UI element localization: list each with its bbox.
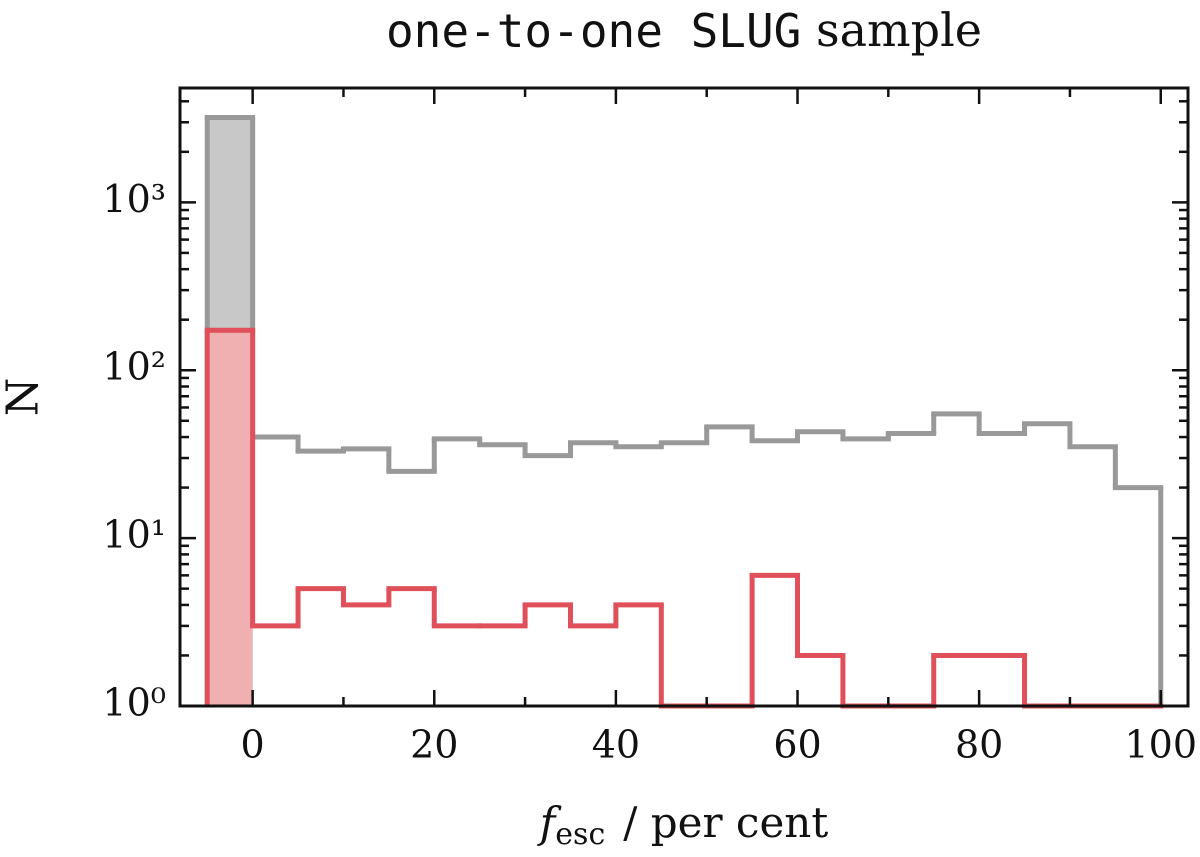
- bar-fill: [207, 330, 253, 706]
- x-label-subscript: esc: [555, 817, 605, 852]
- x-tick-label: 20: [410, 723, 458, 767]
- x-tick-label: 80: [955, 723, 1003, 767]
- y-tick-label: 10²: [102, 345, 166, 389]
- x-label-unit: / per cent: [623, 798, 828, 847]
- y-tick-label: 10¹: [102, 513, 166, 557]
- title-text: sample: [816, 3, 982, 57]
- plot-frame: [178, 86, 1190, 708]
- y-tick-label: 10³: [102, 177, 166, 221]
- y-axis-label: N: [0, 378, 49, 417]
- x-tick-label: 100: [1124, 723, 1197, 767]
- x-axis-label: fesc / per cent: [537, 798, 829, 852]
- y-tick-label: 10⁰: [102, 681, 166, 725]
- x-tick-label: 60: [773, 723, 821, 767]
- x-tick-label: 40: [592, 723, 640, 767]
- title-code: one-to-one SLUG: [386, 4, 801, 58]
- chart-title: one-to-one SLUG sample: [386, 3, 982, 58]
- x-tick-label: 0: [241, 723, 265, 767]
